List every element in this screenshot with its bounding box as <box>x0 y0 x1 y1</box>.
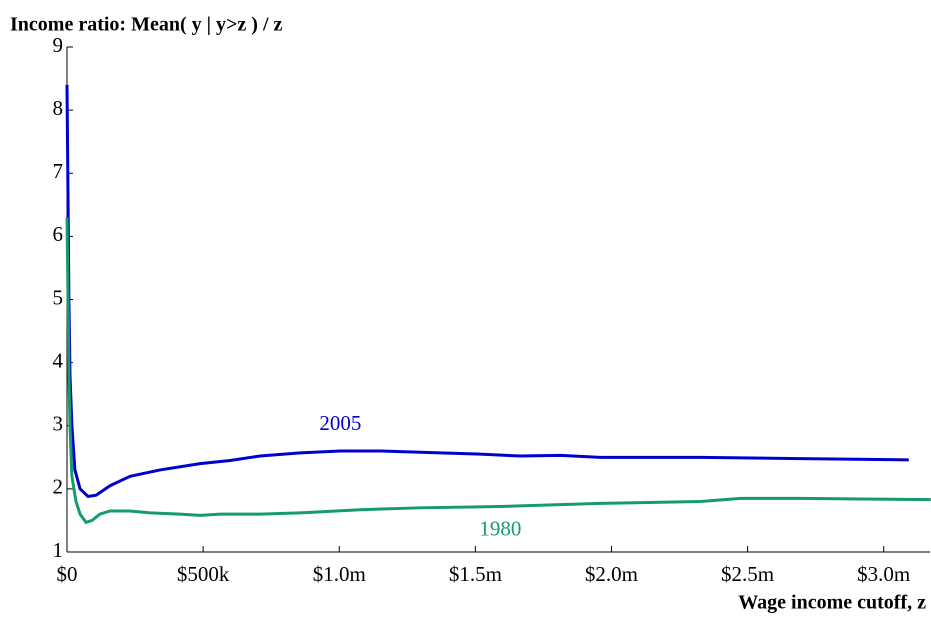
y-tick-label: 8 <box>53 96 64 120</box>
x-tick-label: $2.0m <box>585 562 638 586</box>
line <box>65 84 909 499</box>
x-tick-label: $1.0m <box>313 562 366 586</box>
y-tick-label: 7 <box>53 159 64 183</box>
series-label: 2005 <box>319 411 361 435</box>
y-tick-label: 2 <box>53 475 64 499</box>
x-tick-label: $0 <box>57 562 78 586</box>
y-tick-label: 3 <box>53 412 64 436</box>
y-tick-label: 9 <box>53 33 64 57</box>
y-tick-label: 4 <box>53 348 64 372</box>
y-tick-label: 5 <box>53 285 64 309</box>
series-label: 1980 <box>479 516 521 540</box>
x-tick-label: $3.0m <box>857 562 910 586</box>
x-tick-label: $1.5m <box>449 562 502 586</box>
y-tick-label: 6 <box>53 222 64 246</box>
chart-title: Income ratio: Mean( y | y>z ) / z <box>10 14 283 36</box>
x-tick-label: $2.5m <box>721 562 774 586</box>
x-tick-label: $500k <box>177 562 230 586</box>
y-tick-label: 1 <box>53 538 64 562</box>
line <box>65 217 931 525</box>
x-axis-label: Wage income cutoff, z <box>738 592 926 614</box>
